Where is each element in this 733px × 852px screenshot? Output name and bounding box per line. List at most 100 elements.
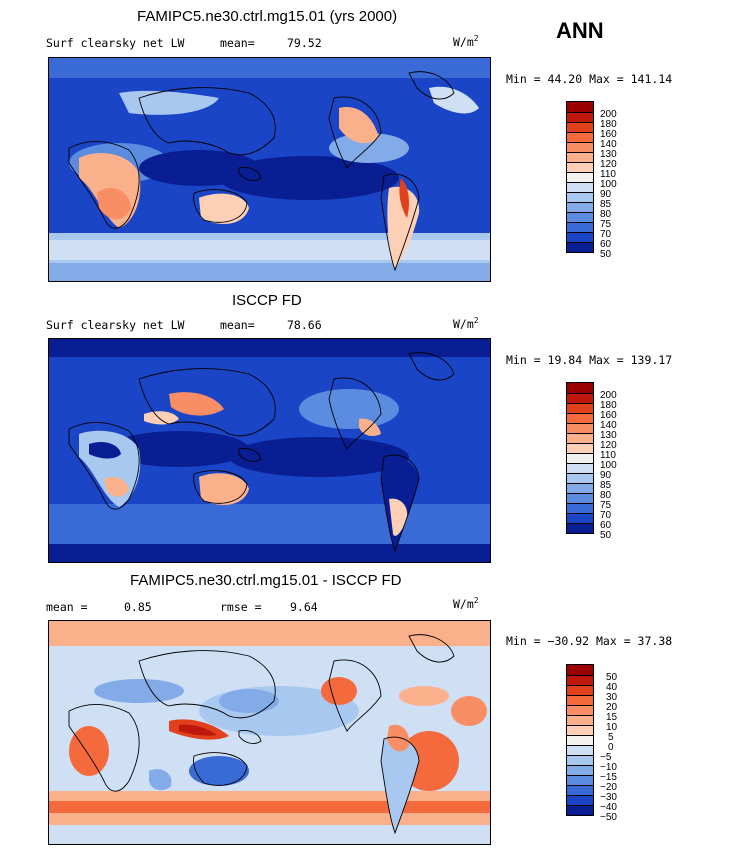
colorbar-tick: 60 bbox=[600, 239, 612, 250]
colorbar-tick: 110 bbox=[600, 169, 616, 180]
panel-2-minmax: Min = 19.84 Max = 139.17 bbox=[506, 353, 673, 367]
colorbar-tick: 100 bbox=[600, 179, 617, 190]
colorbar-tick: 40 bbox=[606, 682, 618, 693]
panel-2-variable-label: Surf clearsky net LW bbox=[46, 318, 185, 332]
colorbar-tick: 10 bbox=[606, 722, 618, 733]
colorbar-cell bbox=[567, 483, 593, 493]
colorbar-cell bbox=[567, 695, 593, 705]
colorbar-cell bbox=[567, 242, 593, 252]
colorbar-cell bbox=[567, 232, 593, 242]
colorbar-tick: −10 bbox=[600, 762, 617, 773]
panel-1-units-exp: 2 bbox=[473, 34, 479, 43]
colorbar-tick: 110 bbox=[600, 450, 616, 461]
colorbar-cell bbox=[567, 685, 593, 695]
panel-1-minmax: Min = 44.20 Max = 141.14 bbox=[506, 72, 673, 86]
colorbar-tick: 160 bbox=[600, 410, 617, 421]
colorbar-tick: 70 bbox=[600, 510, 612, 521]
colorbar-tick: 80 bbox=[600, 209, 612, 220]
colorbar-tick: 5 bbox=[608, 732, 614, 743]
colorbar-cell bbox=[567, 745, 593, 755]
season-label: ANN bbox=[556, 18, 604, 43]
colorbar-tick: 80 bbox=[600, 490, 612, 501]
colorbar-tick: 85 bbox=[600, 480, 612, 491]
colorbar-cell bbox=[567, 152, 593, 162]
colorbar-cell bbox=[567, 222, 593, 232]
colorbar-cell bbox=[567, 735, 593, 745]
panel-1-mean-label: mean= bbox=[220, 36, 255, 50]
panel-3-mean-value: 0.85 bbox=[124, 600, 152, 614]
panel-3-map bbox=[48, 620, 491, 845]
panel-1-colorbar bbox=[566, 101, 594, 253]
colorbar-tick: 70 bbox=[600, 229, 612, 240]
panel-2-units-base: W/m bbox=[453, 316, 474, 331]
colorbar-cell bbox=[567, 132, 593, 142]
colorbar-cell bbox=[567, 212, 593, 222]
colorbar-tick: 200 bbox=[600, 390, 617, 401]
panel-1-mean-value: 79.52 bbox=[287, 36, 322, 50]
colorbar-tick: 200 bbox=[600, 109, 617, 120]
panel-3-map-svg bbox=[49, 621, 490, 844]
colorbar-tick: 0 bbox=[608, 742, 614, 753]
panel-3-colorbar bbox=[566, 664, 594, 816]
colorbar-cell bbox=[567, 443, 593, 453]
colorbar-cell bbox=[567, 775, 593, 785]
colorbar-cell bbox=[567, 493, 593, 503]
panel-1-units: W/m2 bbox=[453, 34, 479, 49]
colorbar-cell bbox=[567, 383, 593, 393]
panel-3-mean-label: mean = bbox=[46, 600, 88, 614]
colorbar-cell bbox=[567, 785, 593, 795]
colorbar-cell bbox=[567, 182, 593, 192]
panel-1-map bbox=[48, 57, 491, 282]
colorbar-tick: 130 bbox=[600, 430, 617, 441]
panel-2-units: W/m2 bbox=[453, 316, 479, 331]
colorbar-tick: −15 bbox=[600, 772, 617, 783]
colorbar-tick: 180 bbox=[600, 119, 617, 130]
panel-2-colorbar bbox=[566, 382, 594, 534]
colorbar-tick: 140 bbox=[600, 420, 617, 431]
colorbar-tick: −40 bbox=[600, 802, 617, 813]
colorbar-cell bbox=[567, 765, 593, 775]
colorbar-tick: 160 bbox=[600, 129, 617, 140]
colorbar-cell bbox=[567, 795, 593, 805]
panel-2-title: ISCCP FD bbox=[232, 292, 302, 309]
colorbar-tick: 30 bbox=[606, 692, 618, 703]
colorbar-cell bbox=[567, 403, 593, 413]
colorbar-cell bbox=[567, 715, 593, 725]
colorbar-tick: 50 bbox=[600, 249, 612, 260]
colorbar-cell bbox=[567, 705, 593, 715]
colorbar-tick: 75 bbox=[600, 500, 612, 511]
colorbar-tick: 60 bbox=[600, 520, 612, 531]
colorbar-cell bbox=[567, 463, 593, 473]
colorbar-cell bbox=[567, 453, 593, 463]
colorbar-tick: 100 bbox=[600, 460, 617, 471]
colorbar-tick: 85 bbox=[600, 199, 612, 210]
colorbar-tick: 120 bbox=[600, 440, 617, 451]
panel-1-title: FAMIPC5.ne30.ctrl.mg15.01 (yrs 2000) bbox=[137, 8, 398, 25]
colorbar-cell bbox=[567, 122, 593, 132]
colorbar-tick: 130 bbox=[600, 149, 617, 160]
panel-2-map bbox=[48, 338, 491, 563]
colorbar-cell bbox=[567, 513, 593, 523]
panel-3-rmse-value: 9.64 bbox=[290, 600, 318, 614]
colorbar-tick: 140 bbox=[600, 139, 617, 150]
panel-1-variable-label: Surf clearsky net LW bbox=[46, 36, 185, 50]
colorbar-cell bbox=[567, 473, 593, 483]
colorbar-tick: 20 bbox=[606, 702, 618, 713]
colorbar-cell bbox=[567, 755, 593, 765]
panel-1-map-svg bbox=[49, 58, 490, 281]
colorbar-tick: −20 bbox=[600, 782, 617, 793]
colorbar-tick: 15 bbox=[606, 712, 618, 723]
panel-3-minmax: Min = −30.92 Max = 37.38 bbox=[506, 634, 673, 648]
colorbar-cell bbox=[567, 665, 593, 675]
panel-3-units-base: W/m bbox=[453, 596, 474, 611]
colorbar-cell bbox=[567, 393, 593, 403]
panel-2-units-exp: 2 bbox=[473, 316, 479, 325]
colorbar-tick: −50 bbox=[600, 812, 617, 823]
colorbar-cell bbox=[567, 503, 593, 513]
colorbar-cell bbox=[567, 162, 593, 172]
colorbar-cell bbox=[567, 192, 593, 202]
colorbar-cell bbox=[567, 202, 593, 212]
colorbar-cell bbox=[567, 413, 593, 423]
panel-3-title: FAMIPC5.ne30.ctrl.mg15.01 - ISCCP FD bbox=[130, 572, 402, 589]
colorbar-tick: −5 bbox=[600, 752, 612, 763]
